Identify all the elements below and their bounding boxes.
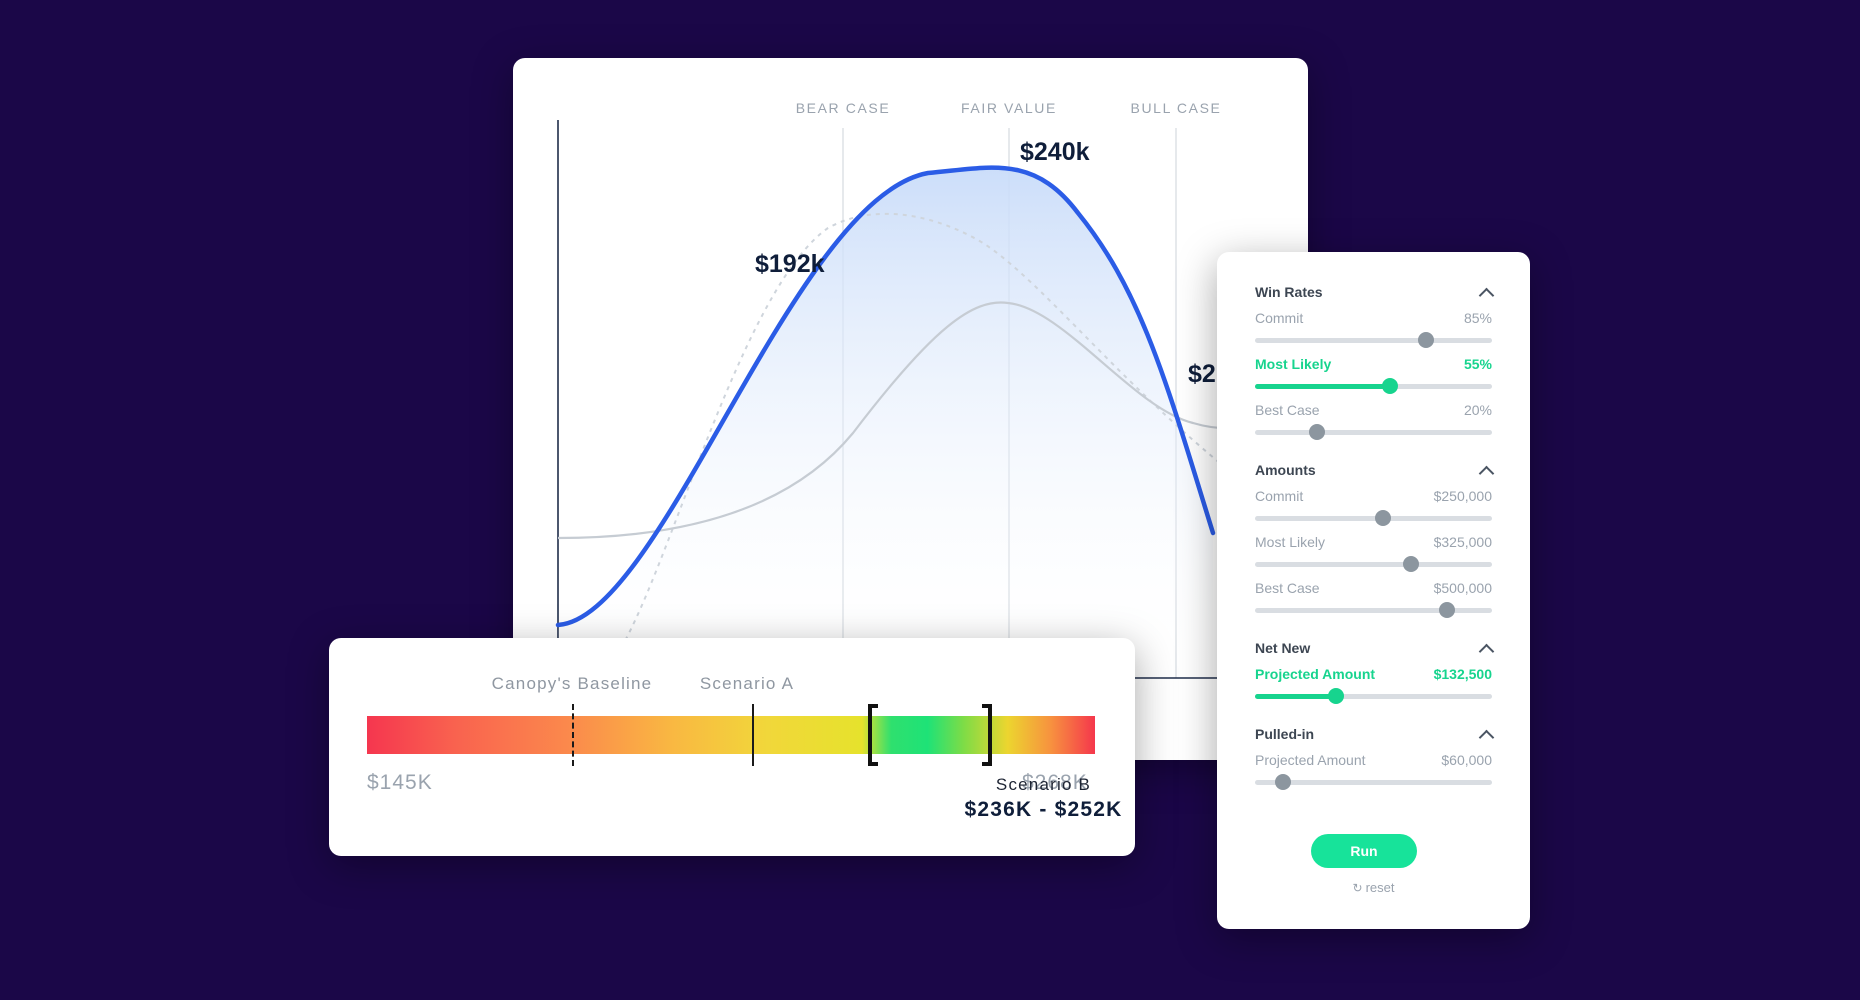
chevron-up-icon[interactable] xyxy=(1478,643,1495,660)
win-rate-commit-value: 85% xyxy=(1463,310,1492,326)
prior-curve-dotted xyxy=(620,212,1308,649)
amount-most-likely-slider[interactable] xyxy=(1255,556,1492,572)
range-max-label: $268K xyxy=(1022,771,1088,794)
net-new-projected-label: Projected Amount xyxy=(1255,666,1376,682)
scenario-range-card: Canopy's Baseline Scenario A $145K $268K… xyxy=(329,638,1135,856)
win-rate-most-likely-label: Most Likely xyxy=(1255,356,1332,372)
pulled-in-title: Pulled-in xyxy=(1255,726,1315,742)
pulled-in-projected-slider[interactable] xyxy=(1255,774,1492,790)
win-rate-best-case-label: Best Case xyxy=(1255,402,1320,418)
scenario-b-name: Scenario B xyxy=(995,775,1092,794)
zone-label-bear-case: BEAR CASE xyxy=(795,100,891,116)
scenario-b-range: $236K - $252K xyxy=(964,798,1123,821)
amount-best-case-label: Best Case xyxy=(1255,580,1320,596)
slider-thumb[interactable] xyxy=(1374,510,1391,526)
pulled-in-projected-value: $60,000 xyxy=(1441,752,1492,768)
win-rate-most-likely-slider[interactable] xyxy=(1255,378,1492,394)
baseline-marker xyxy=(572,704,574,766)
amount-commit-label: Commit xyxy=(1255,488,1304,504)
net-new-title: Net New xyxy=(1255,640,1311,656)
value-label-bull: $2 xyxy=(1188,360,1216,388)
slider-thumb[interactable] xyxy=(1417,332,1434,348)
refresh-icon: ↻ xyxy=(1352,881,1363,895)
amount-most-likely-label: Most Likely xyxy=(1255,534,1326,550)
slider-thumb[interactable] xyxy=(1438,602,1455,618)
scenario-a-marker xyxy=(752,704,754,766)
win-rate-most-likely-value: 55% xyxy=(1463,356,1492,372)
slider-thumb[interactable] xyxy=(1275,774,1292,790)
amount-best-case-slider[interactable] xyxy=(1255,602,1492,618)
amounts-title: Amounts xyxy=(1255,462,1316,478)
win-rate-commit-label: Commit xyxy=(1255,310,1304,326)
net-new-projected-value: $132,500 xyxy=(1433,666,1492,682)
slider-thumb[interactable] xyxy=(1308,424,1325,440)
chevron-up-icon[interactable] xyxy=(1478,729,1495,746)
reset-link[interactable]: ↻ reset xyxy=(1217,880,1530,895)
amount-most-likely-value: $325,000 xyxy=(1433,534,1492,550)
slider-thumb[interactable] xyxy=(1403,556,1420,572)
slider-thumb[interactable] xyxy=(1382,378,1399,394)
scenario-controls-panel: Win Rates Commit 85% Most Likely 55% Bes… xyxy=(1217,252,1530,929)
zone-label-fair-value: FAIR VALUE xyxy=(961,100,1057,116)
chevron-up-icon[interactable] xyxy=(1478,465,1495,482)
value-label-fair: $240k xyxy=(1020,138,1090,166)
reset-label: reset xyxy=(1365,880,1395,895)
scenario-b-bracket-right xyxy=(982,704,992,766)
scenario-a-label: Scenario A xyxy=(699,674,795,693)
win-rate-best-case-slider[interactable] xyxy=(1255,424,1492,440)
slider-fill xyxy=(1255,694,1336,699)
run-button[interactable]: Run xyxy=(1311,834,1417,868)
zone-label-bull-case: BULL CASE xyxy=(1130,100,1222,116)
win-rate-best-case-value: 20% xyxy=(1463,402,1492,418)
pulled-in-projected-label: Projected Amount xyxy=(1255,752,1366,768)
scenario-b-bracket-left xyxy=(868,704,878,766)
amount-best-case-value: $500,000 xyxy=(1433,580,1492,596)
slider-thumb[interactable] xyxy=(1327,688,1344,704)
main-curve xyxy=(555,165,1216,628)
baseline-curve xyxy=(557,301,1308,540)
slider-fill xyxy=(1255,384,1391,389)
amount-commit-slider[interactable] xyxy=(1255,510,1492,526)
range-min-label: $145K xyxy=(367,771,433,794)
amount-commit-value: $250,000 xyxy=(1433,488,1492,504)
chevron-up-icon[interactable] xyxy=(1478,287,1495,304)
win-rates-title: Win Rates xyxy=(1255,284,1323,300)
baseline-label: Canopy's Baseline xyxy=(491,674,653,693)
net-new-projected-slider[interactable] xyxy=(1255,688,1492,704)
main-curve-area xyxy=(558,167,1213,678)
distribution-chart xyxy=(555,120,1308,679)
value-label-bear: $192k xyxy=(755,250,825,278)
outcome-gradient-bar xyxy=(367,716,1095,754)
win-rate-commit-slider[interactable] xyxy=(1255,332,1492,348)
